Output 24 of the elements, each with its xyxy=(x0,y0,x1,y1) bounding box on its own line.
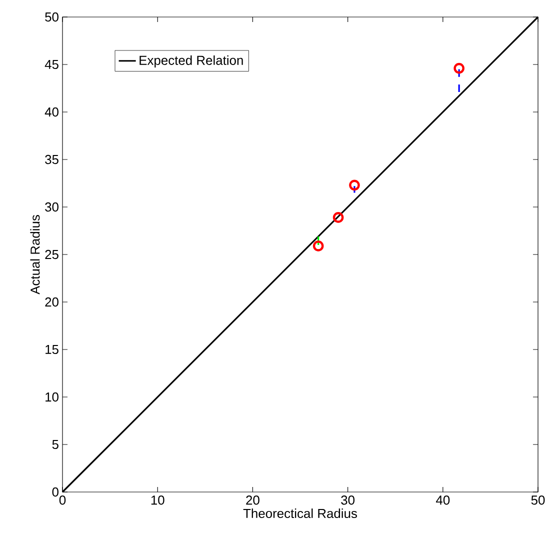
x-tick-label: 40 xyxy=(436,496,450,505)
y-tick-label: 50 xyxy=(45,12,58,22)
x-tick-label: 10 xyxy=(151,496,164,505)
y-tick-label: 45 xyxy=(44,60,58,70)
point xyxy=(349,180,360,191)
legend-label: Expected Relation xyxy=(140,55,243,68)
point xyxy=(332,212,344,223)
y-axis-title: Actual Radius xyxy=(30,215,40,294)
x-tick-label: 0 xyxy=(59,496,66,505)
x-tick-label: 50 xyxy=(531,496,545,505)
x-axis-title: Theorectical Radius xyxy=(243,508,357,518)
y-tick-label: 35 xyxy=(45,154,58,164)
y-tick-label: 15 xyxy=(46,344,58,354)
y-tick-label: 5 xyxy=(52,440,58,450)
y-tick-label: 20 xyxy=(45,297,58,307)
y-tick-label: 40 xyxy=(44,107,58,117)
y-tick-label: 0 xyxy=(52,487,58,497)
point xyxy=(312,240,324,252)
point xyxy=(454,62,464,74)
y-tick-label: 30 xyxy=(45,202,58,212)
x-tick-label: 20 xyxy=(246,496,260,505)
y-tick-label: 25 xyxy=(45,250,58,260)
y-tick-label: 10 xyxy=(46,392,58,402)
x-tick-label: 30 xyxy=(341,496,355,505)
